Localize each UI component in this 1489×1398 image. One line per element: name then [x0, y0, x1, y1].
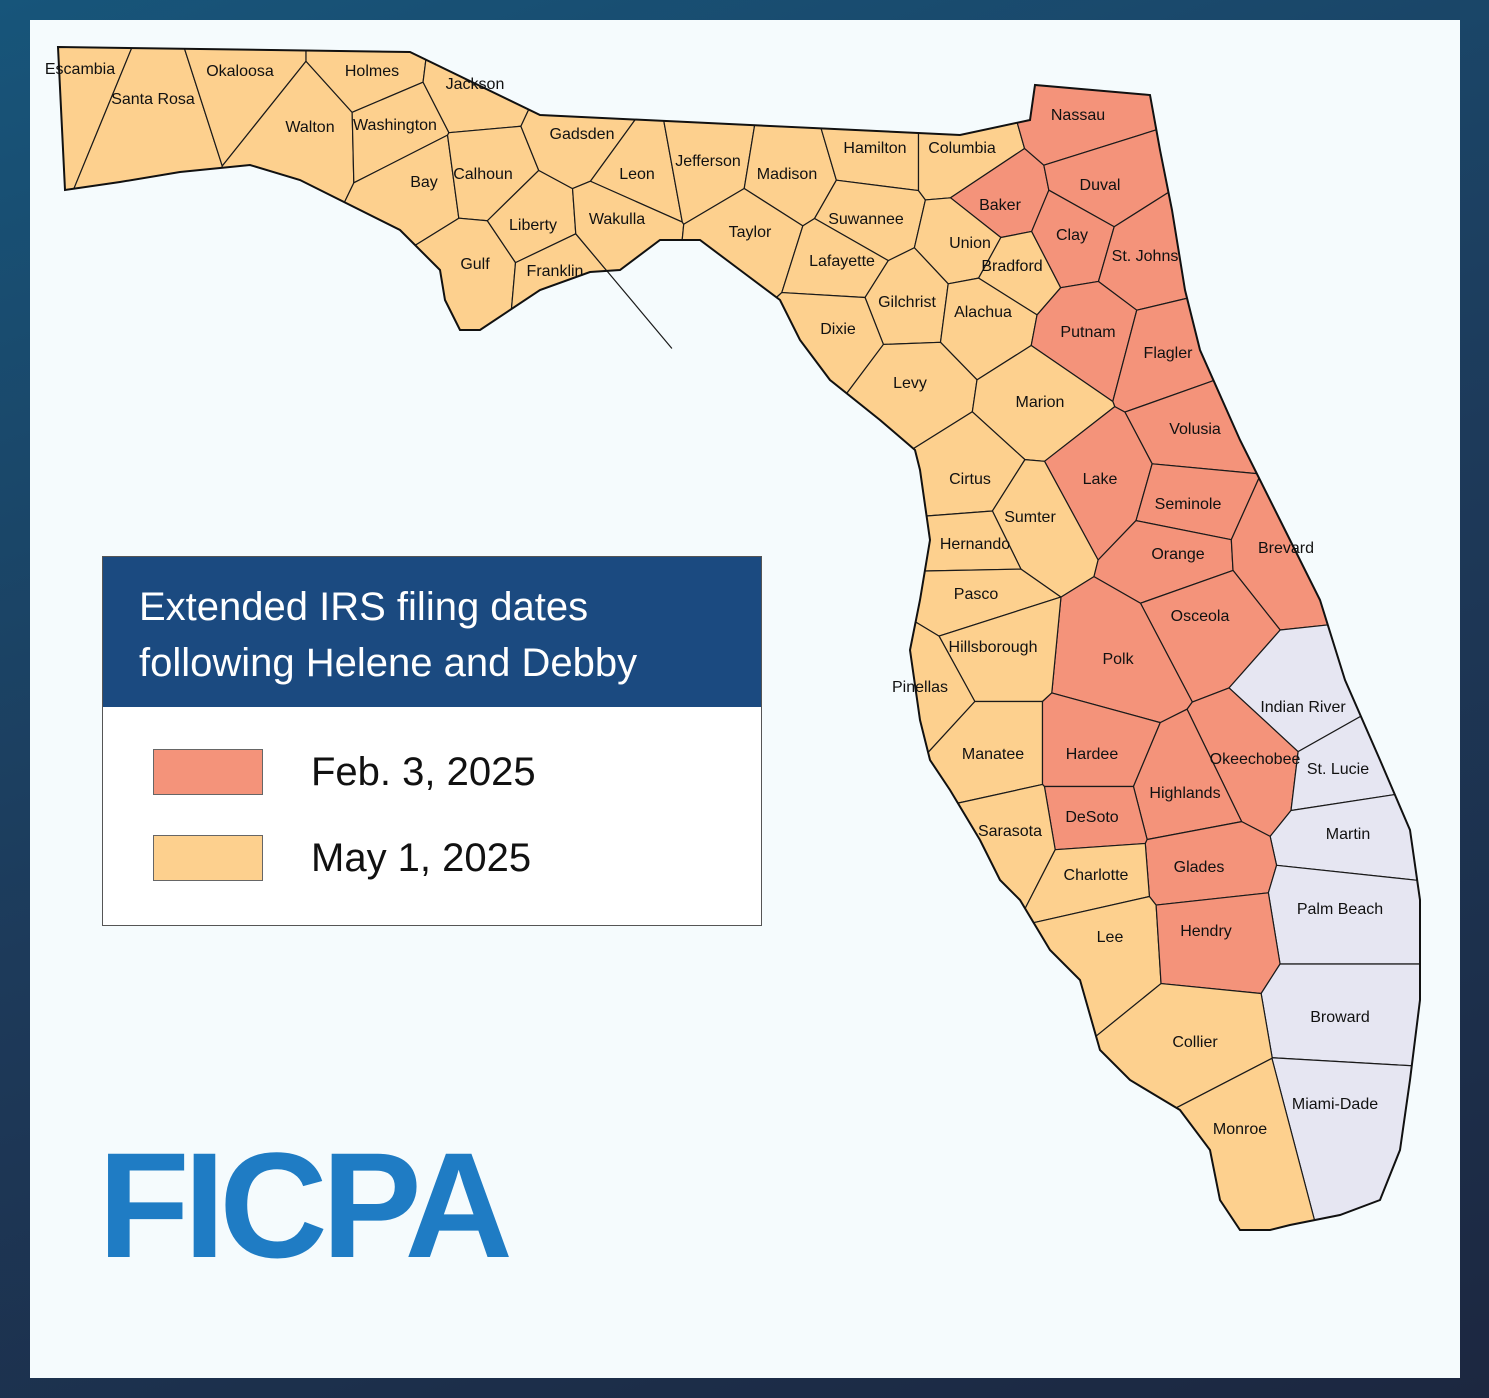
county-label: Hardee — [1066, 746, 1119, 763]
county-label: Bradford — [981, 258, 1042, 275]
county-label: Volusia — [1169, 421, 1221, 438]
legend-title: Extended IRS filing dates following Hele… — [103, 557, 761, 707]
county-label: Putnam — [1060, 324, 1115, 341]
county-label: Lake — [1083, 471, 1118, 488]
county-label: St. Lucie — [1307, 761, 1369, 778]
county-label: Lee — [1097, 929, 1124, 946]
county-label: Indian River — [1260, 699, 1346, 716]
county-label: Baker — [979, 197, 1021, 214]
county-label: Monroe — [1213, 1121, 1267, 1138]
legend-item: May 1, 2025 — [153, 835, 531, 881]
county-label: Okaloosa — [206, 63, 274, 80]
county-label: Pasco — [954, 586, 999, 603]
county-label: Gadsden — [550, 126, 615, 143]
county-label: Leon — [619, 166, 655, 183]
county-label: Polk — [1102, 651, 1134, 668]
county-label: Martin — [1326, 826, 1370, 843]
county-label: Glades — [1174, 859, 1225, 876]
county-label: Osceola — [1171, 608, 1230, 625]
county-label: Union — [949, 235, 991, 252]
state-outline — [56, 45, 1421, 1231]
county-label: Alachua — [954, 304, 1012, 321]
county-label: St. Johns — [1112, 248, 1179, 265]
county-label: Okeechobee — [1210, 751, 1301, 768]
county-label: Columbia — [928, 140, 996, 157]
county-label: Flagler — [1144, 345, 1194, 362]
county-label: Sarasota — [978, 823, 1042, 840]
county-label: Duval — [1080, 177, 1121, 194]
county-label: Marion — [1016, 394, 1065, 411]
legend-swatch — [153, 835, 263, 881]
county-label: Miami-Dade — [1292, 1096, 1378, 1113]
county-label: Hendry — [1180, 923, 1232, 940]
county-label: Taylor — [729, 224, 772, 241]
county-label: Sumter — [1004, 509, 1056, 526]
county-label: Jefferson — [675, 153, 741, 170]
legend: Extended IRS filing dates following Hele… — [102, 556, 762, 926]
county-label: Collier — [1172, 1034, 1218, 1051]
county-label: Franklin — [527, 263, 584, 280]
county-label: Walton — [285, 119, 334, 136]
county-label: Seminole — [1155, 496, 1222, 513]
county-label: Escambia — [45, 61, 115, 78]
county-label: Pinellas — [892, 679, 948, 696]
county-label: Gulf — [460, 256, 490, 273]
legend-label: May 1, 2025 — [311, 835, 532, 880]
county-label: Lafayette — [809, 253, 875, 270]
county-label: Nassau — [1051, 107, 1105, 124]
logo: FICPA — [98, 1121, 513, 1289]
county-label: Hamilton — [843, 140, 906, 157]
county-label: DeSoto — [1065, 809, 1118, 826]
county-label: Charlotte — [1064, 867, 1129, 884]
county-label: Bay — [410, 174, 438, 191]
county-label: Brevard — [1258, 540, 1314, 557]
legend-label: Feb. 3, 2025 — [311, 749, 536, 794]
county-label: Wakulla — [589, 211, 645, 228]
county-label: Orange — [1151, 546, 1204, 563]
county-label: Santa Rosa — [111, 91, 195, 108]
county-label: Hernando — [940, 536, 1010, 553]
county-label: Liberty — [509, 217, 557, 234]
county-label: Levy — [893, 375, 927, 392]
county-label: Calhoun — [453, 166, 513, 183]
counties — [57, 46, 1421, 1231]
county-label: Washington — [353, 117, 437, 134]
county-label: Jackson — [446, 76, 505, 93]
legend-item: Feb. 3, 2025 — [153, 749, 536, 795]
county — [1155, 892, 1281, 995]
county-label: Hillsborough — [949, 639, 1038, 656]
county-label: Dixie — [820, 321, 856, 338]
county-label: Gilchrist — [878, 294, 936, 311]
county-label: Clay — [1056, 227, 1088, 244]
county-label: Suwannee — [828, 211, 904, 228]
county-label: Holmes — [345, 63, 399, 80]
county-label: Broward — [1310, 1009, 1370, 1026]
county-label: Madison — [757, 166, 817, 183]
county-label: Highlands — [1149, 785, 1220, 802]
legend-swatch — [153, 749, 263, 795]
county-label: Cirtus — [949, 471, 991, 488]
county-label: Manatee — [962, 746, 1024, 763]
county-label: Palm Beach — [1297, 901, 1383, 918]
